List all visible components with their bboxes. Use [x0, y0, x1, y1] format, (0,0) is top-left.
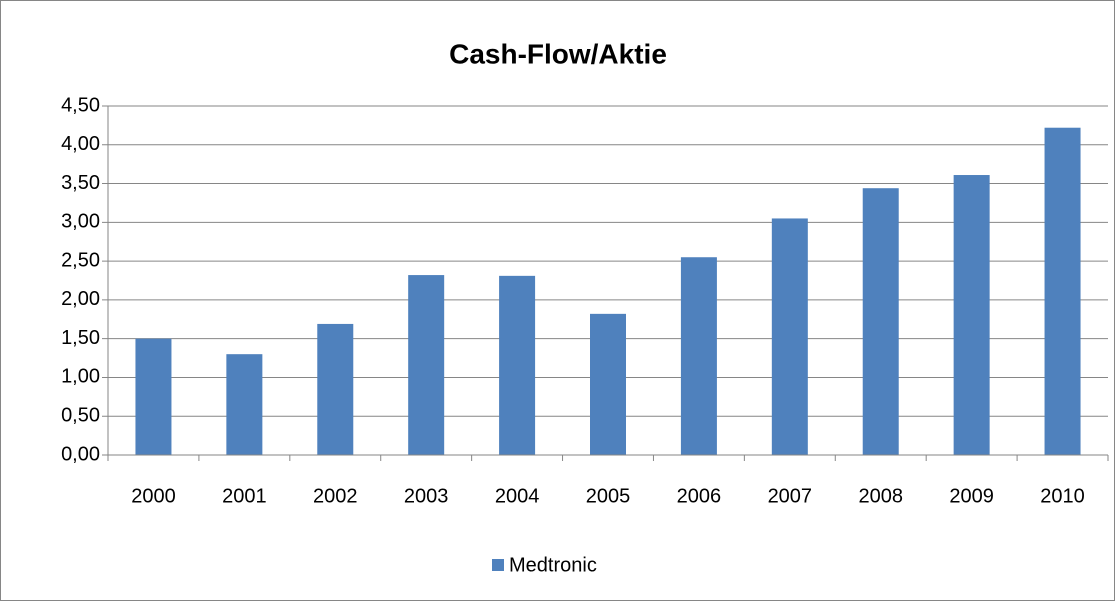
y-tick-label: 0,00 [61, 443, 100, 465]
x-tick-label: 2010 [1040, 485, 1085, 507]
x-tick-label: 2009 [949, 485, 994, 507]
bar [771, 218, 808, 455]
y-tick-label: 1,50 [61, 327, 100, 349]
y-tick-label: 3,00 [61, 211, 100, 233]
bar [862, 188, 899, 455]
y-tick-label: 4,50 [61, 94, 100, 116]
bar [135, 338, 172, 455]
x-tick-label: 2008 [858, 485, 903, 507]
bar [226, 354, 263, 455]
bar [953, 175, 990, 455]
legend-label: Medtronic [509, 554, 597, 576]
x-tick-label: 2004 [495, 485, 540, 507]
legend-swatch [492, 559, 504, 571]
x-tick-label: 2005 [586, 485, 631, 507]
bar [590, 313, 626, 455]
x-tick-label: 2002 [313, 485, 358, 507]
y-tick-label: 0,50 [61, 405, 100, 427]
x-tick-label: 2007 [768, 485, 813, 507]
x-tick-label: 2006 [677, 485, 722, 507]
bar [499, 275, 536, 455]
x-tick-label: 2000 [131, 485, 176, 507]
bar [680, 257, 717, 455]
x-tick-label: 2003 [404, 485, 449, 507]
bar [1044, 127, 1081, 456]
bar [317, 323, 354, 455]
chart-title: Cash-Flow/Aktie [449, 38, 667, 69]
y-tick-label: 1,00 [61, 366, 100, 388]
y-tick-label: 4,00 [61, 133, 100, 155]
x-tick-label: 2001 [222, 485, 267, 507]
bar [408, 275, 445, 455]
y-tick-label: 3,50 [61, 172, 100, 194]
y-tick-label: 2,50 [61, 249, 100, 271]
y-tick-label: 2,00 [61, 288, 100, 310]
